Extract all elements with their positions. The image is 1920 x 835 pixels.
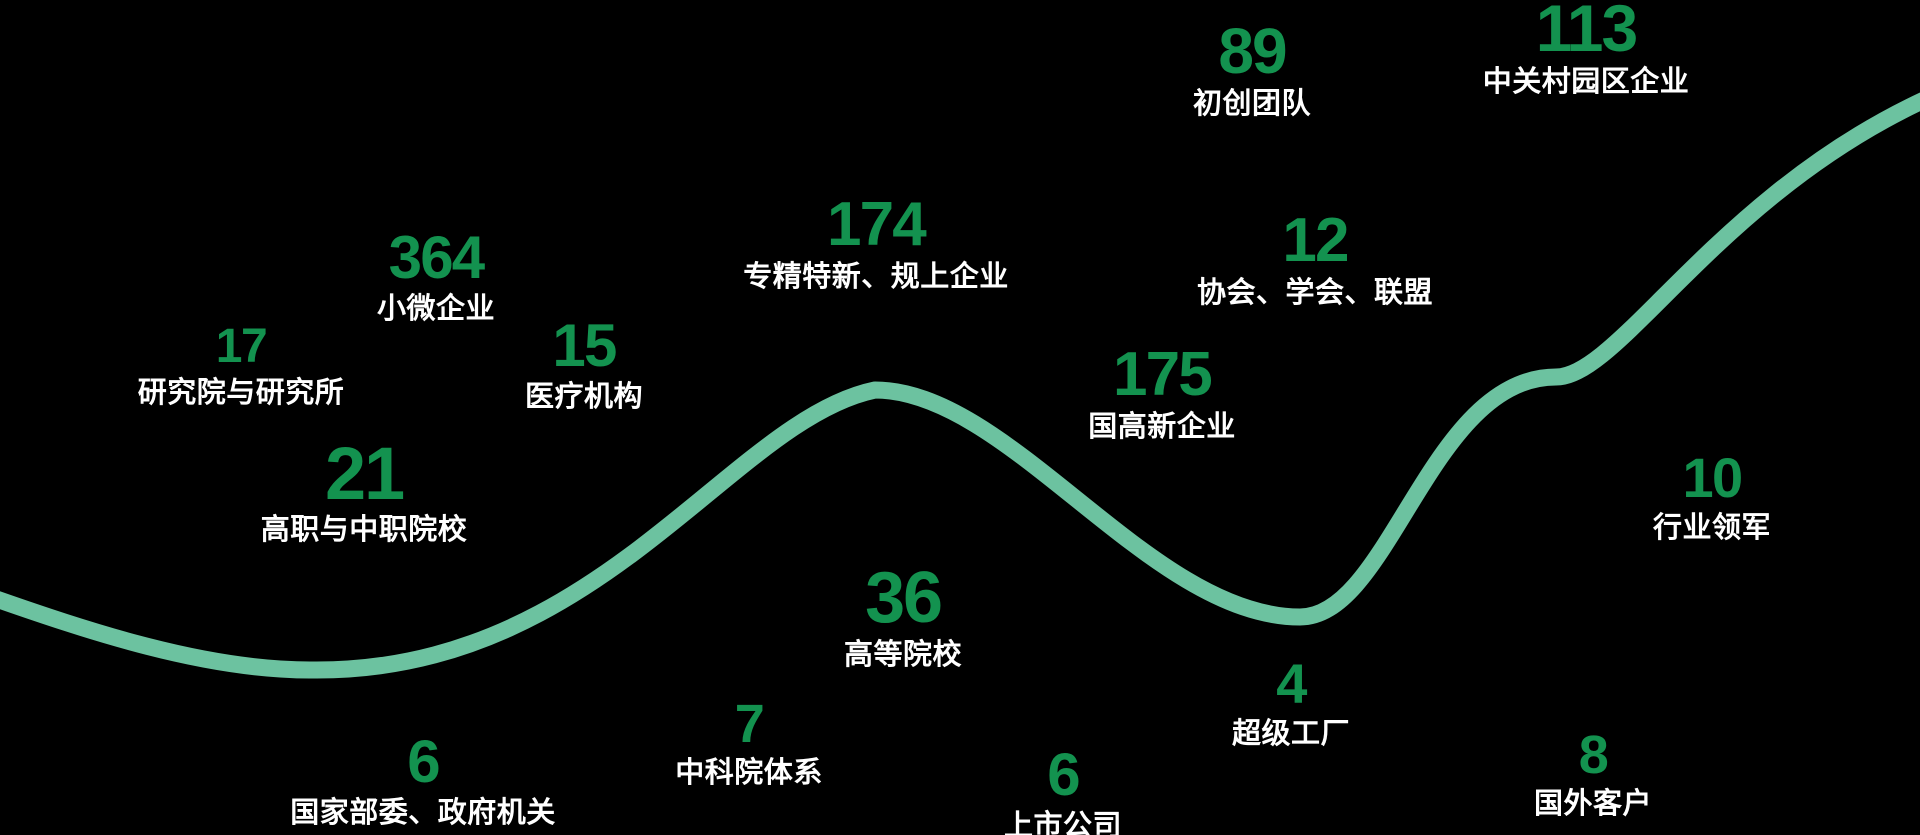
stat-item: 17 研究院与研究所 [137, 320, 345, 410]
stat-value: 36 [865, 558, 943, 638]
stat-item: 6 国家部委、政府机关 [290, 728, 556, 829]
stat-item: 4 超级工厂 [1231, 652, 1351, 750]
stat-item: 21 高职与中职院校 [260, 432, 468, 547]
trend-curve [0, 92, 1920, 679]
stat-label: 中关村园区企业 [1482, 65, 1690, 98]
stat-item: 175 国高新企业 [1088, 340, 1236, 443]
stat-label: 研究院与研究所 [137, 377, 345, 410]
stat-value: 6 [407, 728, 440, 795]
stat-item: 89 初创团队 [1192, 15, 1312, 121]
stat-label: 行业领军 [1652, 511, 1772, 544]
stat-label: 高职与中职院校 [260, 514, 468, 547]
stat-item: 10 行业领军 [1652, 446, 1772, 544]
stat-value: 6 [1047, 741, 1080, 808]
stat-value: 4 [1276, 652, 1307, 715]
stat-label: 国外客户 [1533, 788, 1653, 821]
stat-value: 113 [1535, 0, 1639, 65]
stat-item: 36 高等院校 [843, 558, 963, 671]
stat-value: 15 [552, 312, 617, 379]
stat-item: 7 中科院体系 [675, 694, 823, 790]
stat-item: 15 医疗机构 [524, 312, 644, 413]
stat-label: 上市公司 [1003, 810, 1123, 835]
stat-value: 89 [1218, 15, 1287, 87]
stat-value: 10 [1682, 446, 1744, 509]
stat-item: 6 上市公司 [1003, 741, 1123, 835]
stat-label: 协会、学会、联盟 [1196, 276, 1434, 309]
stat-value: 7 [734, 694, 765, 754]
stat-value: 364 [388, 224, 486, 291]
stat-item: 113 中关村园区企业 [1482, 0, 1690, 98]
stat-item: 12 协会、学会、联盟 [1196, 206, 1434, 309]
stat-value: 21 [325, 432, 405, 515]
stat-value: 17 [215, 320, 268, 373]
stat-item: 364 小微企业 [376, 224, 496, 325]
stat-label: 超级工厂 [1231, 717, 1351, 750]
stat-label: 小微企业 [376, 293, 496, 325]
stat-label: 高等院校 [843, 638, 963, 671]
stat-item: 174 专精特新、规上企业 [743, 190, 1009, 293]
stat-label: 专精特新、规上企业 [743, 260, 1009, 293]
stat-label: 国高新企业 [1088, 410, 1236, 443]
stat-label: 中科院体系 [675, 757, 823, 790]
stat-value: 174 [827, 190, 927, 259]
stat-item: 8 国外客户 [1533, 725, 1653, 821]
stat-label: 国家部委、政府机关 [290, 797, 556, 829]
stat-label: 初创团队 [1192, 88, 1312, 121]
stat-value: 175 [1113, 340, 1213, 409]
stat-value: 8 [1578, 725, 1609, 785]
stat-value: 12 [1282, 206, 1349, 275]
stat-label: 医疗机构 [524, 381, 644, 413]
